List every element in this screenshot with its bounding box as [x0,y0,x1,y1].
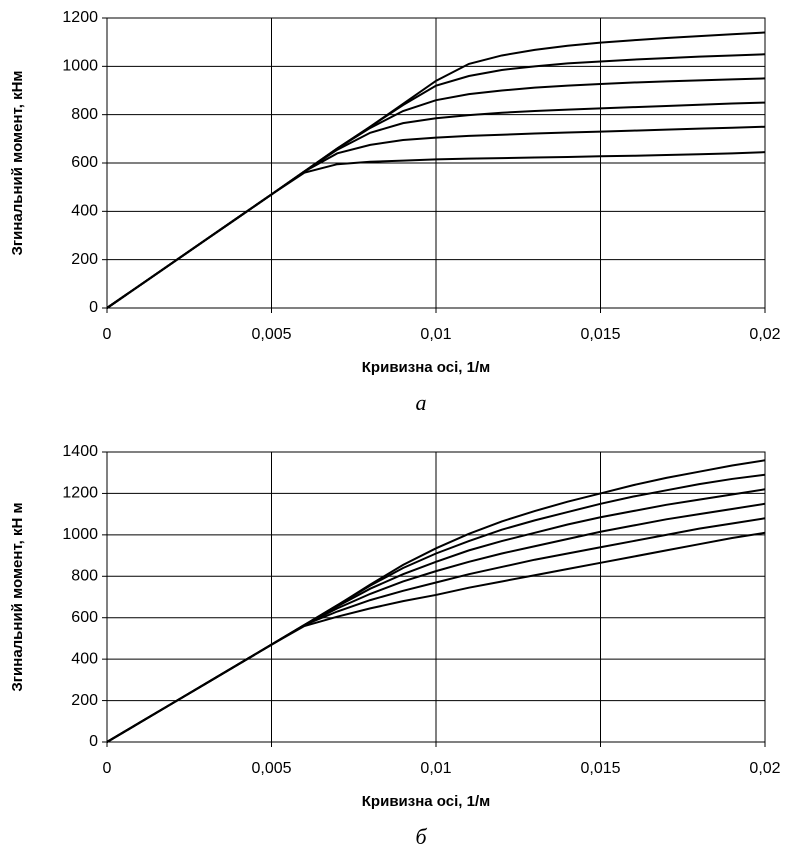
plot-frame [106,451,766,743]
x-axis-label: Кривизна осі, 1/м [362,359,490,376]
x-tick-label: 0,02 [749,760,780,777]
y-tick-label: 1000 [62,526,98,543]
y-tick-label: 800 [71,106,98,123]
x-tick-label: 0 [103,326,112,343]
y-tick-label: 1200 [62,485,98,502]
x-tick-label: 0,005 [251,326,291,343]
x-tick-label: 0,01 [420,760,451,777]
y-tick-label: 400 [71,650,98,667]
curve [106,31,766,309]
y-tick-label: 1000 [62,58,98,75]
curve [106,459,766,743]
y-tick-label: 0 [89,733,98,750]
y-tick-label: 600 [71,154,98,171]
y-tick-label: 400 [71,203,98,220]
x-tick-label: 0,005 [251,760,291,777]
y-tick-label: 1200 [62,9,98,26]
y-tick-label: 600 [71,609,98,626]
y-tick-label: 200 [71,692,98,709]
y-tick-label: 0 [89,299,98,316]
y-axis-label: Згинальний момент, кН м [9,502,26,691]
x-tick-label: 0,01 [420,326,451,343]
x-axis-label: Кривизна осі, 1/м [362,793,490,810]
y-axis-label: Згинальний момент, кНм [9,70,26,255]
plot-frame [106,17,766,309]
x-tick-label: 0,015 [580,326,620,343]
x-tick-label: 0,015 [580,760,620,777]
y-tick-label: 1400 [62,443,98,460]
caption: б [415,824,427,849]
y-tick-label: 800 [71,568,98,585]
x-tick-label: 0,02 [749,326,780,343]
caption: а [416,390,427,415]
y-tick-label: 200 [71,251,98,268]
x-tick-label: 0 [103,760,112,777]
